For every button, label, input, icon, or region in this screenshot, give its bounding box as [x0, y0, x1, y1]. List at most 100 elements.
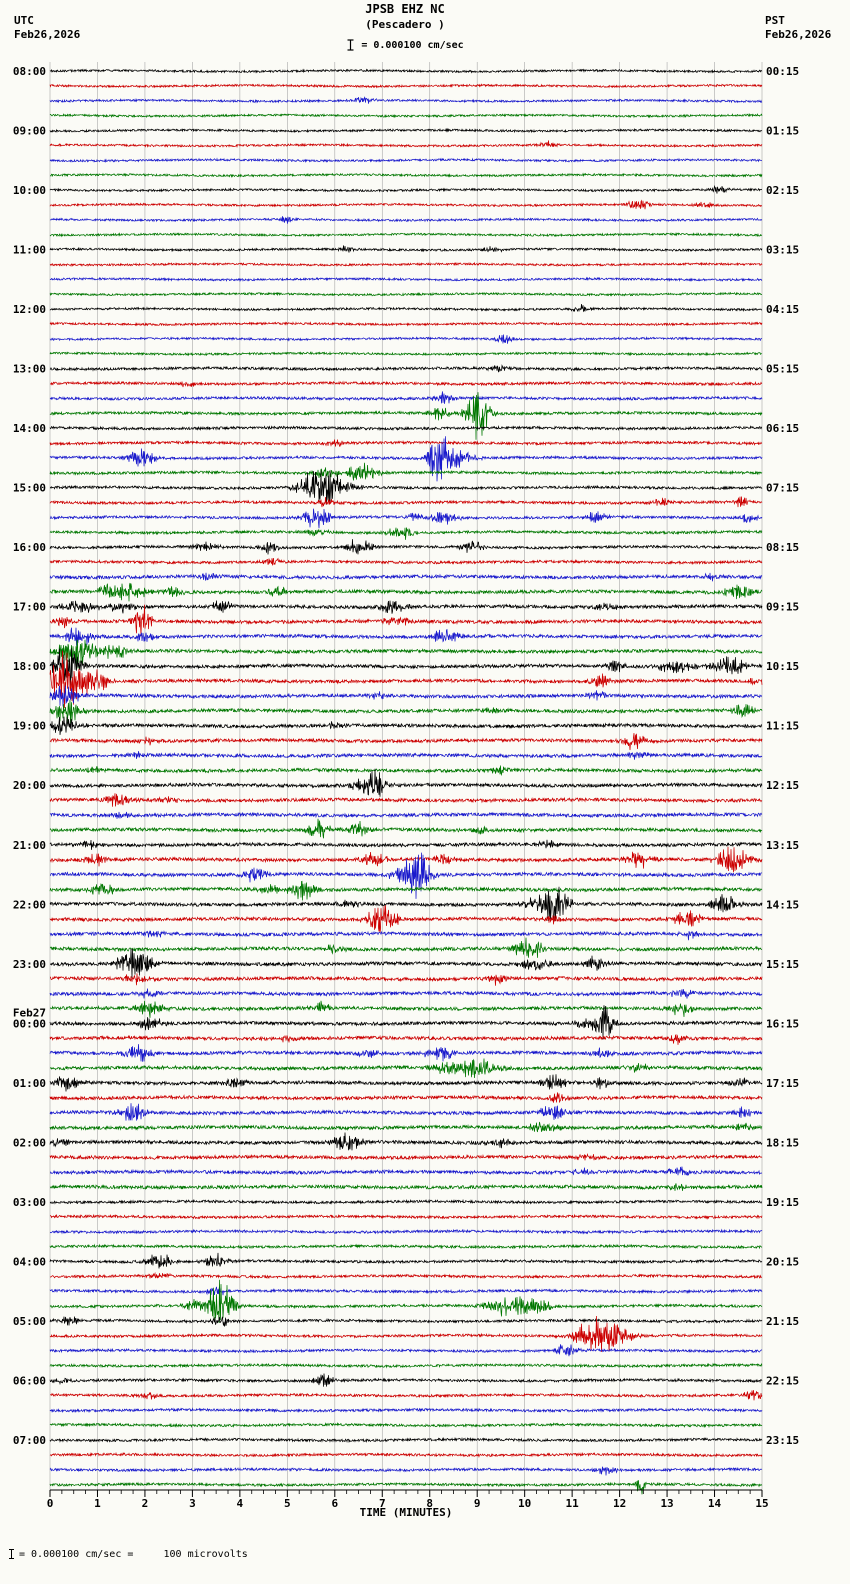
- scale-label: = 0.000100 cm/sec: [361, 39, 464, 51]
- trace-row: [49, 852, 763, 899]
- pst-hour-label: 21:15: [766, 1315, 799, 1328]
- utc-hour-label: 18:00: [13, 660, 46, 673]
- scale-bar-icon: [9, 1549, 14, 1559]
- pst-hour-label: 00:15: [766, 65, 799, 78]
- pst-date: Feb26,2026: [765, 28, 832, 41]
- trace-row: [49, 1422, 763, 1429]
- utc-label: UTC: [14, 14, 34, 27]
- axis-tick-label: 2: [142, 1497, 149, 1510]
- trace-row: [50, 1000, 763, 1018]
- trace-row: [49, 1279, 763, 1323]
- utc-hour-label: 21:00: [13, 839, 46, 852]
- trace-row: [49, 765, 763, 777]
- trace-row: [49, 425, 762, 432]
- pst-hour-label: 05:15: [766, 363, 799, 376]
- trace-row: [49, 127, 763, 134]
- trace-row: [49, 1407, 763, 1414]
- trace-row: [49, 391, 763, 404]
- trace-row: [49, 439, 763, 447]
- trace-row: [49, 818, 763, 839]
- utc-hour-label: 05:00: [13, 1315, 46, 1328]
- utc-hour-label: 22:00: [13, 898, 46, 911]
- pst-hour-label: 15:15: [766, 958, 799, 971]
- utc-hour-label: 02:00: [13, 1136, 46, 1149]
- pst-hour-label: 13:15: [766, 839, 799, 852]
- trace-row: [50, 604, 763, 637]
- pst-hour-label: 04:15: [766, 303, 799, 316]
- trace-row: [49, 699, 763, 724]
- trace-row: [49, 627, 763, 646]
- scale-bar-icon: [347, 39, 354, 51]
- pst-hour-label: 03:15: [766, 244, 799, 257]
- trace-row: [49, 184, 763, 194]
- trace-row: [49, 1466, 763, 1476]
- trace-row: [49, 496, 763, 508]
- pst-hour-label: 02:15: [766, 184, 799, 197]
- pst-hour-label: 22:15: [766, 1374, 799, 1387]
- trace-row: [49, 733, 763, 751]
- trace-row: [49, 988, 763, 999]
- trace-row: [50, 1058, 763, 1079]
- trace-row: [50, 1166, 763, 1176]
- utc-hour-label: 01:00: [13, 1077, 46, 1090]
- trace-row: [49, 572, 763, 582]
- trace-row: [49, 1451, 763, 1458]
- trace-row: [49, 1271, 763, 1280]
- pst-hour-label: 12:15: [766, 779, 799, 792]
- trace-row: [49, 276, 763, 283]
- pst-hour-label: 17:15: [766, 1077, 799, 1090]
- utc-hour-label: 17:00: [13, 601, 46, 614]
- trace-row: [49, 811, 763, 819]
- utc-hour-label: 14:00: [13, 422, 46, 435]
- trace-row: [49, 470, 763, 505]
- axis-tick-label: 7: [379, 1497, 386, 1510]
- trace-row: [49, 261, 763, 268]
- axis-tick-label: 10: [518, 1497, 531, 1510]
- pst-hour-label: 20:15: [766, 1255, 799, 1268]
- trace-row: [49, 380, 763, 388]
- trace-row: [49, 539, 763, 555]
- utc-hour-label: 19:00: [13, 720, 46, 733]
- trace-row: [49, 140, 763, 149]
- axis-tick-label: 1: [94, 1497, 101, 1510]
- utc-hour-label: 10:00: [13, 184, 46, 197]
- trace-row: [49, 245, 763, 253]
- trace-row: [49, 462, 763, 481]
- trace-row: [49, 1228, 763, 1235]
- trace-row: [49, 1132, 763, 1151]
- station-subtitle: (Pescadero ): [365, 18, 445, 31]
- trace-row: [49, 334, 763, 344]
- axis-tick-label: 3: [189, 1497, 196, 1510]
- trace-row: [49, 685, 762, 707]
- scale-line: = 0.000100 cm/sec: [0, 38, 810, 52]
- trace-row: [49, 1103, 763, 1121]
- trace-row: [49, 600, 763, 614]
- trace-row: [49, 231, 763, 238]
- utc-hour-label: 16:00: [13, 541, 46, 554]
- pst-hour-label: 16:15: [766, 1017, 799, 1030]
- trace-row: [49, 96, 763, 104]
- utc-header: UTC Feb26,2026: [14, 14, 80, 42]
- axis-tick-label: 6: [331, 1497, 338, 1510]
- utc-hour-label: 03:00: [13, 1196, 46, 1209]
- trace-row: [49, 948, 763, 978]
- trace-row: [49, 768, 763, 797]
- pst-hour-label: 10:15: [766, 660, 799, 673]
- utc-hour-label: 13:00: [13, 363, 46, 376]
- trace-row: [49, 582, 763, 602]
- utc-hour-label: 12:00: [13, 303, 46, 316]
- trace-row: [49, 83, 763, 89]
- trace-row: [49, 1480, 763, 1495]
- axis-tick-label: 15: [755, 1497, 768, 1510]
- axis-tick-label: 4: [237, 1497, 244, 1510]
- trace-row: [49, 716, 762, 735]
- trace-row: [49, 1153, 763, 1161]
- utc-hour-label: 06:00: [13, 1374, 46, 1387]
- trace-row: [49, 1213, 763, 1220]
- date-change-label: Feb27: [13, 1006, 46, 1019]
- utc-hour-label: 09:00: [13, 125, 46, 138]
- trace-row: [49, 639, 763, 669]
- trace-row: [49, 364, 763, 373]
- trace-row: [49, 508, 763, 529]
